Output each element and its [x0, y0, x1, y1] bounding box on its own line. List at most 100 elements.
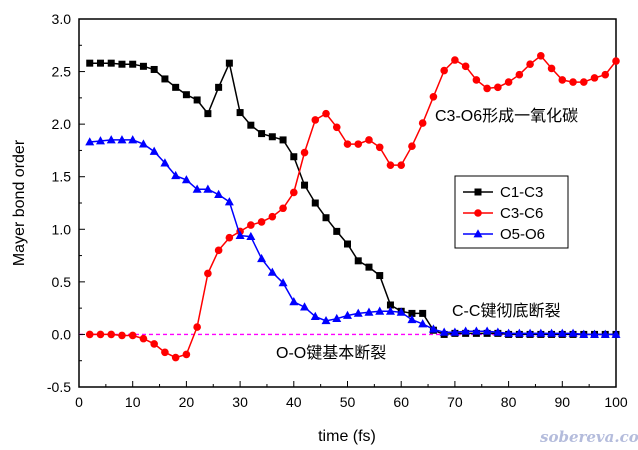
data-point-o5-o6: [257, 253, 267, 263]
data-point-c1-c3: [354, 257, 362, 265]
data-point-c3-c6: [182, 350, 191, 359]
data-point-o5-o6: [579, 329, 589, 338]
data-point-c3-c6: [279, 204, 287, 213]
data-point-c1-c3: [86, 59, 94, 67]
data-point-c1-c3: [118, 60, 126, 68]
series-c3-c6: [85, 52, 620, 362]
data-point-o5-o6: [128, 135, 138, 144]
data-point-o5-o6: [353, 308, 363, 317]
data-point-o5-o6: [171, 170, 181, 180]
data-point-c3-c6: [214, 246, 223, 255]
data-point-o5-o6: [504, 328, 514, 337]
data-point-c3-c6: [418, 119, 427, 127]
data-point-c3-c6: [204, 269, 212, 278]
data-point-c1-c3: [333, 227, 341, 235]
data-point-c1-c3: [107, 59, 115, 67]
legend-box: [454, 175, 569, 249]
data-point-c3-c6: [139, 334, 148, 343]
data-point-c1-c3: [301, 181, 309, 189]
data-point-o5-o6: [471, 326, 481, 335]
data-point-o5-o6: [396, 307, 406, 316]
data-point-c1-c3: [247, 121, 255, 129]
data-point-c3-c6: [225, 233, 234, 242]
data-point-c3-c6: [612, 57, 620, 65]
x-tick-labels: 0 10 20 30 40 50 60 70 80 90 100: [75, 394, 628, 410]
data-point-o5-o6: [428, 324, 438, 333]
data-point-o5-o6: [267, 267, 277, 276]
data-point-c3-c6: [569, 78, 577, 86]
legend-label-o5-o6: O5-O6: [500, 226, 545, 243]
data-point-o5-o6: [181, 175, 191, 184]
data-point-o5-o6: [493, 327, 503, 336]
legend-label-c3-c6: C3-C6: [500, 205, 543, 222]
x-tick-label: 50: [340, 394, 356, 410]
data-point-c3-c6: [85, 330, 94, 339]
data-point-c3-c6: [150, 340, 158, 348]
data-point-c3-c6: [451, 56, 459, 64]
data-point-c3-c6: [547, 64, 556, 73]
data-point-o5-o6: [450, 327, 460, 336]
data-point-o5-o6: [117, 135, 127, 144]
data-point-o5-o6: [321, 315, 331, 325]
x-tick-label: 80: [501, 394, 517, 410]
data-point-c1-c3: [139, 62, 147, 70]
y-tick-label: 0.5: [52, 274, 72, 290]
annotation-co-formation: C3-O6形成一氧化碳: [435, 107, 578, 125]
data-point-c3-c6: [408, 142, 416, 151]
data-point-c3-c6: [311, 116, 320, 124]
data-point-c3-c6: [332, 123, 341, 132]
x-tick-label: 30: [232, 394, 248, 410]
data-point-o5-o6: [385, 306, 395, 315]
data-point-c3-c6: [354, 140, 363, 148]
data-point-o5-o6: [407, 314, 417, 324]
data-point-o5-o6: [106, 135, 116, 144]
data-point-c1-c3: [193, 96, 201, 104]
data-point-o5-o6: [203, 184, 213, 193]
data-point-c3-c6: [461, 62, 470, 71]
y-tick-label: 0.0: [52, 326, 72, 342]
x-tick-label: 10: [125, 394, 141, 410]
data-point-c1-c3: [386, 301, 394, 309]
data-point-o5-o6: [289, 297, 299, 306]
data-point-c3-c6: [107, 330, 116, 339]
data-point-o5-o6: [364, 307, 374, 316]
watermark-text: sobereva.com: [540, 428, 638, 446]
data-point-o5-o6: [138, 139, 148, 148]
data-point-c1-c3: [376, 272, 384, 280]
data-point-c3-c6: [365, 136, 373, 144]
data-point-o5-o6: [343, 310, 352, 319]
data-point-c3-c6: [118, 331, 126, 340]
series-o5-o6: [85, 135, 621, 338]
data-point-o5-o6: [375, 306, 385, 315]
data-point-c1-c3: [225, 59, 233, 67]
data-point-c3-c6: [96, 330, 105, 339]
data-point-c1-c3: [268, 133, 276, 141]
data-point-o5-o6: [461, 326, 471, 335]
data-point-o5-o6: [611, 329, 621, 338]
y-tick-label: 1.5: [52, 169, 72, 185]
data-point-c3-c6: [300, 148, 309, 157]
data-point-o5-o6: [214, 189, 224, 198]
y-tick-labels: -0.5 0.0 0.5 1.0 1.5 2.0 2.5 3.0: [47, 11, 71, 395]
data-point-c3-c6: [526, 60, 534, 69]
data-point-c3-c6: [558, 76, 567, 84]
data-point-c1-c3: [365, 263, 373, 271]
legend-marker-c3-c6: [474, 209, 482, 217]
data-point-c3-c6: [504, 78, 513, 86]
data-point-c1-c3: [344, 240, 351, 248]
legend-marker-c1-c3: [474, 188, 482, 196]
data-point-c3-c6: [579, 78, 588, 86]
data-point-o5-o6: [590, 329, 600, 338]
data-point-c1-c3: [408, 309, 416, 317]
legend-marker-o5-o6: [473, 229, 483, 238]
data-point-c3-c6: [128, 331, 137, 340]
data-point-c3-c6: [375, 143, 384, 152]
data-point-o5-o6: [482, 326, 492, 335]
x-axis-title: time (fs): [318, 428, 376, 445]
y-tick-label: 3.0: [52, 11, 72, 27]
data-point-c3-c6: [386, 161, 395, 169]
y-tick-label: 1.0: [52, 221, 72, 237]
data-point-c3-c6: [257, 218, 266, 226]
data-point-o5-o6: [547, 328, 557, 337]
